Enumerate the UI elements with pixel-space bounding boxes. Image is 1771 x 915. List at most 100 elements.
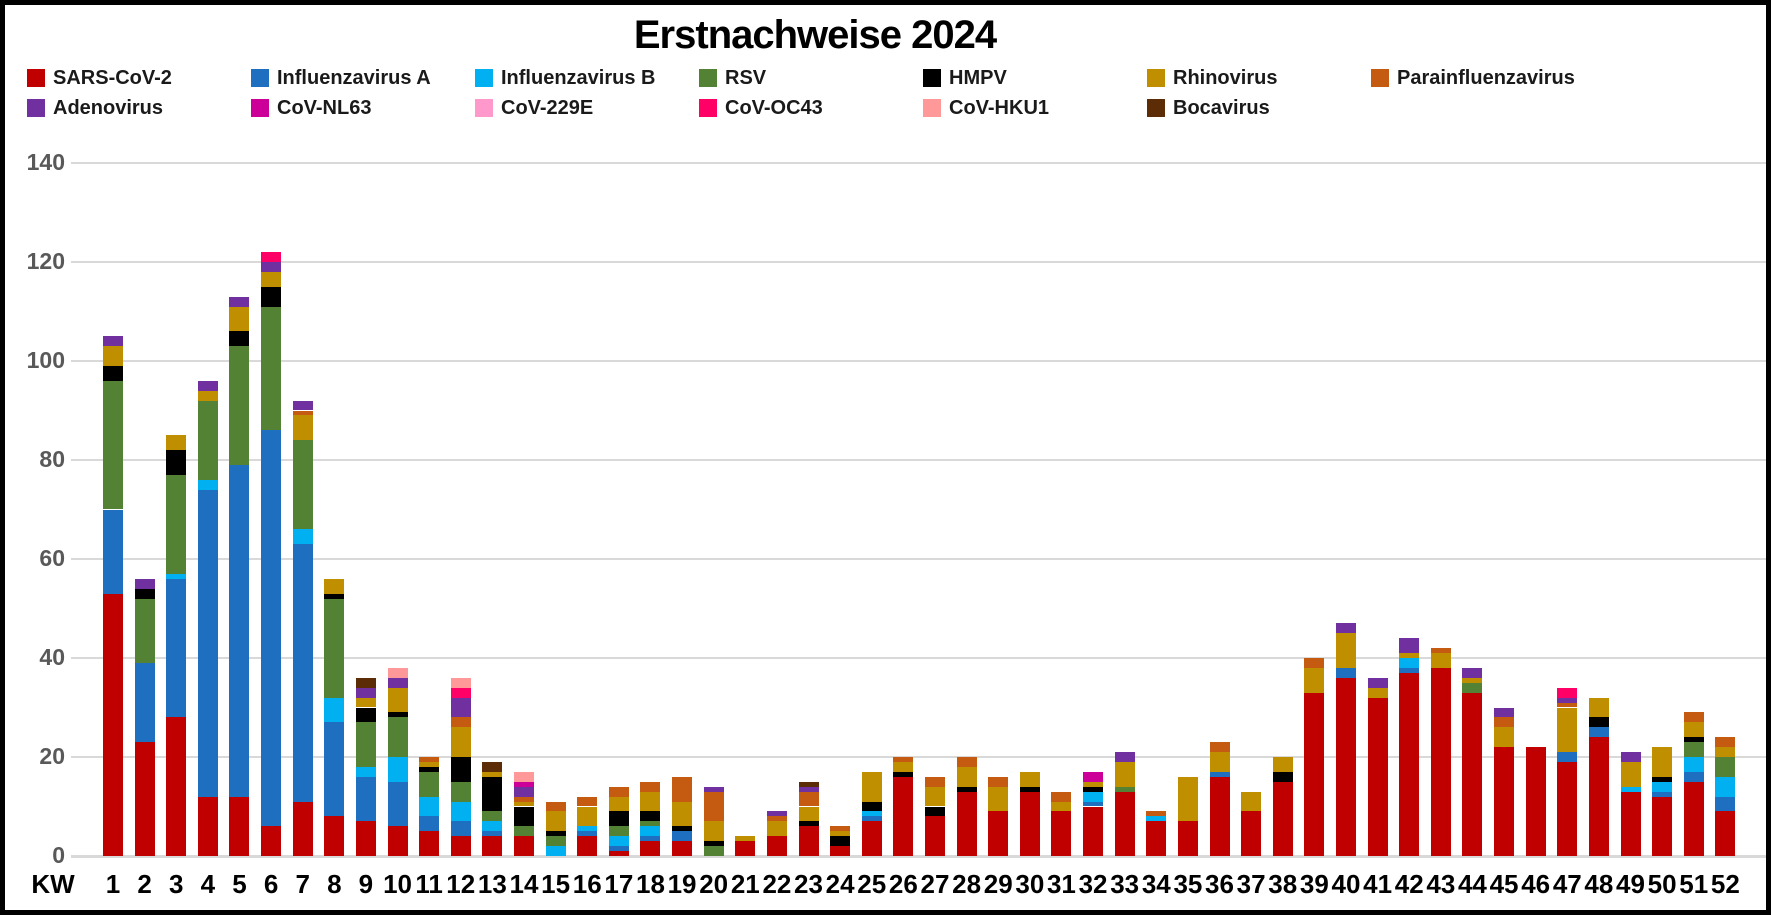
legend-swatch-hmpv <box>923 69 941 87</box>
legend-label-influenzavirus-b: Influenzavirus B <box>501 66 656 89</box>
bar-segment-hmpv-kw9 <box>355 707 376 723</box>
legend-item-parainfluenzavirus: Parainfluenzavirus <box>1371 63 1595 93</box>
bar-segment-parainfluenzavirus-kw29 <box>988 776 1009 787</box>
bar-segment-rhinovirus-kw4 <box>197 390 218 401</box>
legend-swatch-sars-cov-2 <box>27 69 45 87</box>
bar-segment-hmpv-kw38 <box>1272 771 1293 782</box>
x-tick-label-kw40: 40 <box>1331 869 1361 899</box>
legend-label-cov-hku1: CoV-HKU1 <box>949 96 1050 119</box>
bar-segment-adenovirus-kw42 <box>1399 638 1420 654</box>
bar-segment-adenovirus-kw47 <box>1557 697 1578 703</box>
y-tick-label-100: 100 <box>26 347 65 373</box>
bar-segment-rsv-kw12 <box>450 781 471 802</box>
legend-swatch-adenovirus <box>27 99 45 117</box>
bar-segment-rsv-kw14 <box>513 826 534 837</box>
gridline-y40 <box>71 657 1766 659</box>
bar-segment-sars-cov-2-kw25 <box>861 821 882 856</box>
bar-segment-sars-cov-2-kw31 <box>1051 811 1072 856</box>
bar-segment-sars-cov-2-kw34 <box>1146 821 1167 856</box>
bar-segment-rhinovirus-kw44 <box>1462 677 1483 683</box>
bar-segment-adenovirus-kw40 <box>1335 623 1356 634</box>
x-tick-label-kw15: 15 <box>541 869 571 899</box>
bar-segment-rhinovirus-kw35 <box>1177 776 1198 822</box>
bar-segment-adenovirus-kw2 <box>134 578 155 589</box>
legend-swatch-rsv <box>699 69 717 87</box>
x-tick-label-kw23: 23 <box>794 869 823 899</box>
bar-segment-sars-cov-2-kw46 <box>1525 747 1546 856</box>
bar-segment-rhinovirus-kw26 <box>893 761 914 772</box>
legend-item-cov-nl63: CoV-NL63 <box>251 93 475 123</box>
gridline-y120 <box>71 261 1766 263</box>
bar-segment-sars-cov-2-kw35 <box>1177 821 1198 856</box>
bar-segment-sars-cov-2-kw26 <box>893 776 914 856</box>
bar-segment-rhinovirus-kw21 <box>735 836 756 842</box>
x-tick-label-kw7: 7 <box>295 869 310 899</box>
legend-item-cov-229e: CoV-229E <box>475 93 699 123</box>
bar-segment-influenzavirus-b-kw10 <box>387 757 408 782</box>
bar-segment-cov-nl63-kw14 <box>513 781 534 787</box>
x-tick-label-kw21: 21 <box>730 869 760 899</box>
bar-segment-sars-cov-2-kw14 <box>513 836 534 856</box>
bar-segment-influenzavirus-b-kw15 <box>545 846 566 856</box>
bar-segment-influenzavirus-a-kw32 <box>1083 801 1104 807</box>
bar-segment-rsv-kw5 <box>229 346 250 465</box>
bar-segment-hmpv-kw14 <box>513 806 534 827</box>
legend-item-influenzavirus-a: Influenzavirus A <box>251 63 475 93</box>
x-tick-label-kw5: 5 <box>232 869 247 899</box>
x-tick-label-kw30: 30 <box>1015 869 1045 899</box>
x-tick-label-kw6: 6 <box>263 869 279 899</box>
bar-segment-hmpv-kw30 <box>1019 786 1040 792</box>
bar-segment-cov-oc43-kw12 <box>450 687 471 698</box>
bar-segment-hmpv-kw15 <box>545 831 566 837</box>
bar-segment-rhinovirus-kw8 <box>324 578 345 594</box>
bar-segment-parainfluenzavirus-kw51 <box>1683 712 1704 723</box>
bar-segment-rhinovirus-kw48 <box>1588 697 1609 718</box>
bar-segment-influenzavirus-a-kw9 <box>355 776 376 822</box>
y-tick-label-0: 0 <box>52 842 65 868</box>
bar-segment-influenzavirus-b-kw12 <box>450 801 471 822</box>
bar-segment-influenzavirus-b-kw7 <box>292 529 313 545</box>
x-tick-label-kw44: 44 <box>1457 869 1487 899</box>
bar-segment-sars-cov-2-kw51 <box>1683 781 1704 856</box>
x-tick-label-kw17: 17 <box>604 869 634 899</box>
bar-segment-parainfluenzavirus-kw28 <box>956 757 977 767</box>
bar-segment-influenzavirus-a-kw48 <box>1588 727 1609 738</box>
bar-segment-rhinovirus-kw32 <box>1083 781 1104 787</box>
bar-segment-sars-cov-2-kw44 <box>1462 692 1483 856</box>
bar-segment-sars-cov-2-kw10 <box>387 826 408 856</box>
y-tick-label-80: 80 <box>39 446 65 472</box>
bar-segment-rhinovirus-kw10 <box>387 687 408 713</box>
bar-segment-parainfluenzavirus-kw24 <box>830 826 851 832</box>
bar-segment-rsv-kw7 <box>292 440 313 530</box>
bar-segment-cov-hku1-kw14 <box>513 771 534 782</box>
bar-segment-rhinovirus-kw52 <box>1715 747 1736 757</box>
bar-segment-adenovirus-kw14 <box>513 786 534 797</box>
legend-item-hmpv: HMPV <box>923 63 1147 93</box>
bar-segment-parainfluenzavirus-kw18 <box>640 781 661 792</box>
bar-segment-influenzavirus-a-kw12 <box>450 821 471 837</box>
bar-segment-parainfluenzavirus-kw14 <box>513 796 534 802</box>
bar-segment-parainfluenzavirus-kw23 <box>798 791 819 807</box>
bar-segment-rsv-kw20 <box>703 846 724 856</box>
legend-label-cov-229e: CoV-229E <box>501 96 594 119</box>
gridline-y80 <box>71 459 1766 461</box>
bar-segment-sars-cov-2-kw36 <box>1209 776 1230 856</box>
x-tick-label-kw50: 50 <box>1647 869 1677 899</box>
gridline-y140 <box>71 162 1766 164</box>
bar-segment-influenzavirus-a-kw50 <box>1652 791 1673 797</box>
bar-segment-rsv-kw18 <box>640 821 661 827</box>
bar-segment-hmpv-kw27 <box>924 806 945 817</box>
bar-segment-hmpv-kw3 <box>166 450 187 475</box>
bar-segment-parainfluenzavirus-kw20 <box>703 791 724 822</box>
bar-segment-influenzavirus-a-kw47 <box>1557 752 1578 762</box>
legend-label-bocavirus: Bocavirus <box>1173 96 1270 119</box>
x-tick-label-kw24: 24 <box>825 869 855 899</box>
x-tick-label-kw3: 3 <box>168 869 184 899</box>
bar-segment-rhinovirus-kw15 <box>545 811 566 832</box>
bar-segment-hmpv-kw2 <box>134 588 155 599</box>
bar-segment-influenzavirus-b-kw18 <box>640 826 661 837</box>
x-tick-label-kw34: 34 <box>1141 869 1171 899</box>
bar-segment-rhinovirus-kw40 <box>1335 633 1356 668</box>
bar-segment-rhinovirus-kw30 <box>1019 771 1040 787</box>
bar-segment-rhinovirus-kw29 <box>988 786 1009 812</box>
